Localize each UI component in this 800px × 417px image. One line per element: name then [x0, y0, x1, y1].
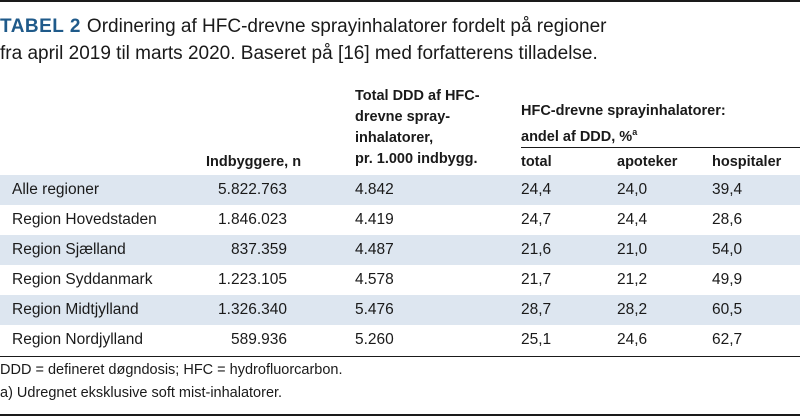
- region-cell: Region Syddanmark: [12, 271, 153, 288]
- region-cell: Alle regioner: [12, 181, 100, 198]
- header-group: HFC-drevne sprayinhalatorer: andel af DD…: [521, 103, 726, 145]
- population-cell: 5.822.763: [218, 181, 287, 198]
- hospitaler-cell: 54,0: [712, 241, 743, 258]
- population-cell: 837.359: [230, 241, 287, 258]
- hospitaler-cell: 49,9: [712, 271, 743, 288]
- region-cell: Region Midtjylland: [12, 301, 139, 318]
- total-cell: 24,7: [521, 211, 552, 228]
- total-cell: 24,4: [521, 181, 552, 198]
- row-band: [0, 235, 800, 265]
- ddd-cell: 4.842: [355, 181, 394, 198]
- total-cell: 21,6: [521, 241, 552, 258]
- table-caption: TABEL 2 Ordinering af HFC-drevne sprayinh…: [0, 13, 790, 67]
- region-cell: Region Sjælland: [12, 241, 126, 258]
- apoteker-cell: 24,6: [617, 331, 648, 348]
- hospitaler-cell: 39,4: [712, 181, 743, 198]
- ddd-cell: 4.487: [355, 241, 394, 258]
- total-cell: 25,1: [521, 331, 552, 348]
- table-bottom-rule: [0, 356, 800, 357]
- population-cell: 1.326.340: [218, 301, 287, 318]
- hospitaler-cell: 28,6: [712, 211, 743, 228]
- apoteker-cell: 24,0: [617, 181, 648, 198]
- header-sub-hospitaler: hospitaler: [712, 154, 782, 170]
- total-cell: 21,7: [521, 271, 552, 288]
- population-cell: 1.846.023: [218, 211, 287, 228]
- bottom-rule: [0, 414, 800, 416]
- group-underline: [521, 147, 800, 148]
- footnote-abbreviations: DDD = defineret døgndosis; HFC = hydrofl…: [0, 362, 343, 378]
- ddd-cell: 4.419: [355, 211, 394, 228]
- header-population: Indbyggere, n: [206, 154, 302, 170]
- header-total-ddd: Total DDD af HFC- drevne spray- inhalato…: [355, 88, 480, 167]
- region-cell: Region Nordjylland: [12, 331, 143, 348]
- ddd-cell: 5.476: [355, 301, 394, 318]
- table-label: TABEL 2: [0, 16, 81, 37]
- ddd-cell: 5.260: [355, 331, 394, 348]
- caption-line-1: Ordinering af HFC-drevne sprayinhalatore…: [86, 16, 607, 37]
- footnote-marker: a: [632, 127, 638, 137]
- header-sub-total: total: [521, 154, 552, 170]
- row-band: [0, 175, 800, 205]
- region-cell: Region Hovedstaden: [12, 211, 157, 228]
- footnote-a: a) Udregnet eksklusive soft mist-inhalat…: [0, 385, 283, 401]
- population-cell: 589.936: [230, 331, 287, 348]
- total-cell: 28,7: [521, 301, 552, 318]
- apoteker-cell: 21,2: [617, 271, 648, 288]
- top-rule: [0, 0, 800, 2]
- header-sub-apoteker: apoteker: [617, 154, 678, 170]
- population-cell: 1.223.105: [218, 271, 287, 288]
- caption-line-2: fra april 2019 til marts 2020. Baseret p…: [0, 43, 598, 64]
- apoteker-cell: 28,2: [617, 301, 648, 318]
- row-band: [0, 295, 800, 325]
- hospitaler-cell: 60,5: [712, 301, 743, 318]
- apoteker-cell: 21,0: [617, 241, 648, 258]
- hospitaler-cell: 62,7: [712, 331, 743, 348]
- apoteker-cell: 24,4: [617, 211, 648, 228]
- ddd-cell: 4.578: [355, 271, 394, 288]
